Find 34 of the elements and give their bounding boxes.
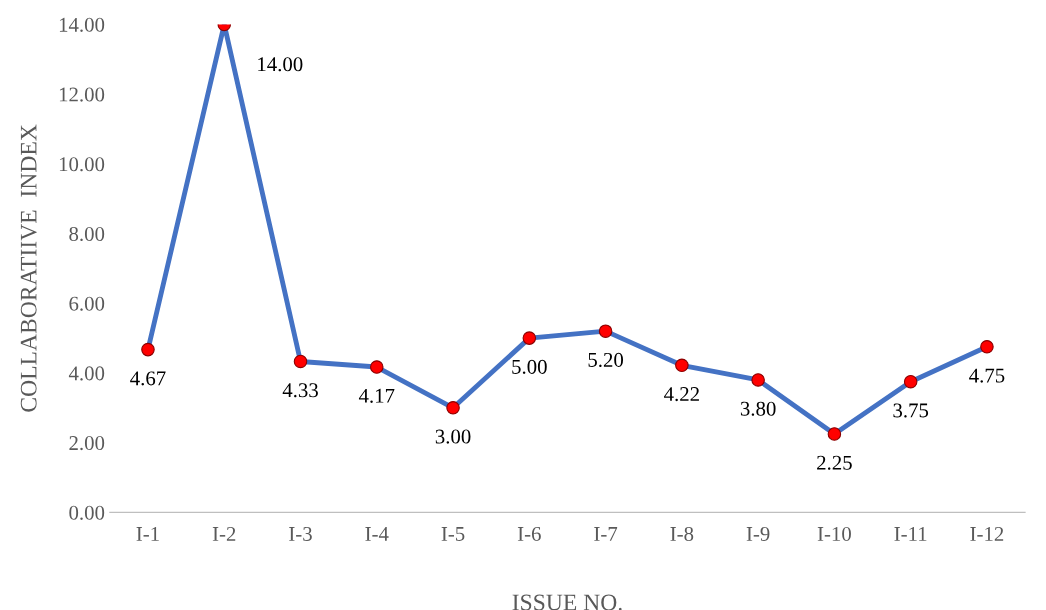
data-label: 4.67	[130, 371, 166, 386]
data-label: 5.00	[512, 359, 547, 374]
x-tick-label: I-6	[517, 526, 541, 541]
x-tick-label: I-8	[670, 526, 694, 541]
data-label: 5.20	[588, 352, 624, 367]
y-tick-label: 2.00	[69, 436, 105, 451]
x-tick-label: I-4	[365, 527, 389, 541]
x-tick-label: I-7	[594, 527, 618, 541]
x-tick-label: I-5	[441, 527, 465, 541]
x-tick-label: I-9	[746, 526, 770, 541]
y-tick-label: 0.00	[69, 505, 105, 520]
data-label: 4.22	[664, 387, 699, 402]
y-axis-title: COLLABORATIIVE INDEX	[20, 124, 37, 412]
x-tick-label: I-1	[136, 526, 159, 541]
x-tick-label: I-3	[289, 526, 312, 541]
y-tick-label: 6.00	[69, 296, 105, 311]
x-tick-label: I-10	[817, 526, 851, 541]
y-tick-label: 10.00	[59, 157, 105, 172]
data-label: 4.17	[358, 388, 395, 403]
y-tick-label: 8.00	[69, 226, 105, 242]
x-tick-label: I-2	[212, 526, 236, 541]
data-label: 4.75	[969, 368, 1005, 383]
data-label: 4.33	[282, 383, 318, 398]
y-tick-label: 4.00	[68, 366, 105, 381]
y-tick-label: 12.00	[59, 87, 105, 102]
data-label: 3.80	[740, 401, 776, 416]
x-axis-title: ISSUE NO.	[512, 594, 622, 610]
data-label: 3.75	[893, 403, 929, 418]
y-tick-label: 14.00	[59, 17, 105, 32]
x-tick-label: I-11	[894, 526, 927, 541]
x-tick-label: I-12	[970, 526, 1004, 541]
data-label: 3.00	[435, 429, 471, 444]
data-label: 14.00	[258, 57, 303, 72]
data-label: 2.25	[817, 455, 852, 470]
